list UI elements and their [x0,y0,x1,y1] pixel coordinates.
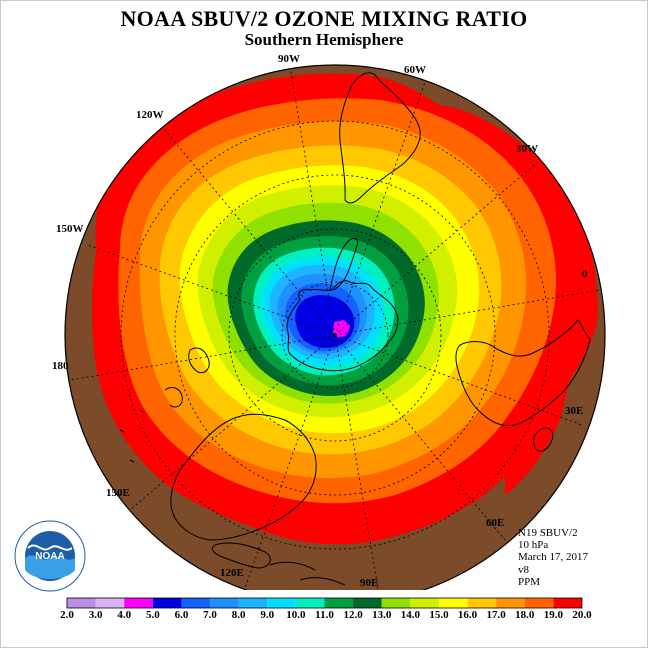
info-units: PPM [518,575,541,588]
colorbar-tick-label: 15.0 [429,609,449,621]
lon-label-150w: 150W [56,223,84,235]
colorbar-border [66,597,583,609]
colorbar-tick-label: 3.0 [89,609,103,621]
colorbar-tick-label: 17.0 [487,609,507,621]
colorbar-tick-label: 11.0 [315,609,334,621]
colorbar-swatch [295,598,325,608]
colorbar-tick-label: 13.0 [372,609,392,621]
coastline-indonesia [269,561,346,586]
lon-label-180: 180 [52,360,69,372]
lon-label-120e: 120E [220,567,244,579]
colorbar-tick-label: 16.0 [458,609,478,621]
colorbar-swatch [324,598,354,608]
colorbar-swatch [238,598,268,608]
info-level: 10 hPa [518,539,549,552]
info-date: March 17, 2017 [518,551,588,564]
colorbar-tick-label: 7.0 [203,609,217,621]
colorbar-labels: 2.0 3.0 4.0 5.0 6.0 7.0 8.0 9.0 10.0 11.0 12.0 13.0… [60,609,592,621]
colorbar-tick-label: 4.0 [117,609,131,621]
coastlines [119,72,591,586]
lon-label-0: 0 [582,268,588,280]
info-version: v8 [518,563,529,576]
colorbar-swatch [553,598,582,608]
meridian-30e [334,334,583,426]
graticule [69,69,601,590]
colorbar-swatch [181,598,211,608]
colorbar-swatch [152,598,182,608]
coastline-pacific-islands [119,409,144,463]
noaa-emblem: NOAA [14,520,86,592]
colorbar-swatch [524,598,554,608]
polar-ozone-map: 90W 60W 30W 0 30E 60E 90E 120E 150E 180 … [52,53,606,590]
lon-label-60e: 60E [486,517,504,529]
colorbar-tick-label: 18.0 [515,609,535,621]
colorbar-tick-label: 6.0 [175,609,189,621]
noaa-logo: NOAA [14,520,86,597]
map-subtitle: Southern Hemisphere [244,30,404,49]
coastline-madagascar [533,427,554,452]
coastline-australia [170,413,317,541]
colorbar-tick-label: 8.0 [232,609,246,621]
colorbar-swatch [496,598,525,608]
coastline-antarctic-peninsula [329,237,359,291]
meridian-120w [164,129,336,336]
colorbar-swatch [467,598,497,608]
meridian-150w [87,244,336,336]
noaa-logo-text: NOAA [35,551,64,562]
coastline-antarctica [286,280,399,372]
colorbar-swatch [353,598,382,608]
colorbar-swatch [410,598,439,608]
latitude-circle [174,174,496,496]
colorbar-tick-label: 14.0 [401,609,421,621]
meridian-60e [334,334,506,541]
colorbar-tick-label: 19.0 [544,609,564,621]
colorbar-tick-label: 5.0 [146,609,160,621]
lon-label-120w: 120W [136,109,164,121]
colorbar-swatch [438,598,468,608]
lon-label-150e: 150E [106,487,130,499]
coastline-new-zealand [164,347,210,408]
colorbar-tick-label: 2.0 [60,609,74,621]
colorbar-tick-label: 9.0 [260,609,274,621]
colorbar-swatch [124,598,153,608]
lon-label-30w: 30W [516,143,538,155]
lon-label-90w: 90W [278,53,300,65]
colorbar-tick-label: 20.0 [572,609,592,621]
lon-label-90e: 90E [360,577,378,589]
lon-label-30e: 30E [565,405,583,417]
colorbar-swatch [210,598,239,608]
colorbar-swatch [381,598,411,608]
colorbar-swatch [267,598,296,608]
latitude-circle [228,228,442,442]
colorbar: 2.0 3.0 4.0 5.0 6.0 7.0 8.0 9.0 10.0 11.0 12.0 13.0… [60,597,592,621]
colorbar-tick-label: 12.0 [343,609,363,621]
latitude-circle [281,281,389,389]
map-title: NOAA SBUV/2 OZONE MIXING RATIO [120,6,528,31]
latitude-circle [120,120,550,550]
longitude-labels: 90W 60W 30W 0 30E 60E 90E 120E 150E 180 … [52,53,588,589]
colorbar-swatches [66,597,583,609]
map-boundary [64,64,606,590]
coastline-south-america [339,72,421,204]
info-satellite: N19 SBUV/2 [518,527,578,539]
ozone-contours [65,65,605,590]
colorbar-swatch [95,598,125,608]
coastline-new-guinea [211,542,271,569]
coastline-africa [455,319,591,427]
colorbar-swatch [67,598,96,608]
colorbar-tick-label: 10.0 [286,609,306,621]
contour-18-19-lobe-southeast [505,360,575,495]
info-block: N19 SBUV/2 10 hPa March 17, 2017 v8 PPM [518,527,588,588]
lon-label-60w: 60W [404,64,426,76]
